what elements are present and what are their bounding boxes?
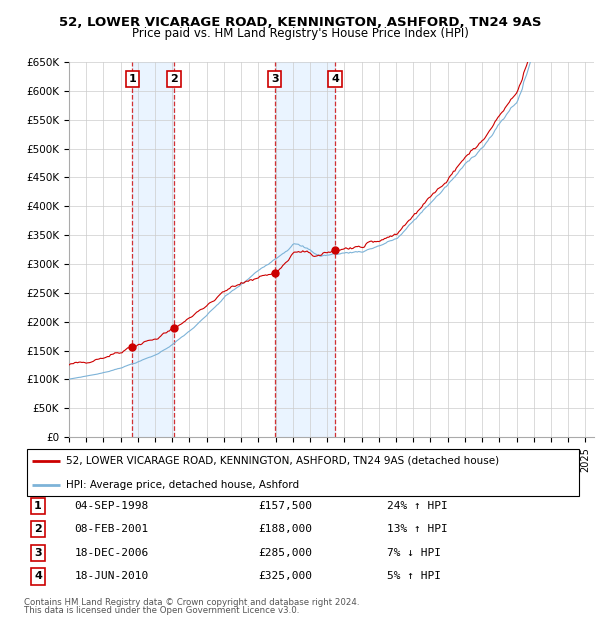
Text: 52, LOWER VICARAGE ROAD, KENNINGTON, ASHFORD, TN24 9AS: 52, LOWER VICARAGE ROAD, KENNINGTON, ASH… — [59, 16, 541, 29]
Text: 08-FEB-2001: 08-FEB-2001 — [74, 525, 148, 534]
Text: £157,500: £157,500 — [259, 501, 313, 511]
Text: Contains HM Land Registry data © Crown copyright and database right 2024.: Contains HM Land Registry data © Crown c… — [24, 598, 359, 607]
Text: 7% ↓ HPI: 7% ↓ HPI — [387, 548, 440, 558]
Bar — [132, 62, 174, 437]
Text: 04-SEP-1998: 04-SEP-1998 — [74, 501, 148, 511]
Text: 4: 4 — [34, 572, 42, 582]
Text: 3: 3 — [271, 74, 278, 84]
Text: £285,000: £285,000 — [259, 548, 313, 558]
Text: £325,000: £325,000 — [259, 572, 313, 582]
Text: £188,000: £188,000 — [259, 525, 313, 534]
Text: 18-DEC-2006: 18-DEC-2006 — [74, 548, 148, 558]
Text: HPI: Average price, detached house, Ashford: HPI: Average price, detached house, Ashf… — [66, 480, 299, 490]
Text: 1: 1 — [34, 501, 42, 511]
Text: 24% ↑ HPI: 24% ↑ HPI — [387, 501, 448, 511]
Text: 3: 3 — [34, 548, 42, 558]
Text: 2: 2 — [170, 74, 178, 84]
Text: This data is licensed under the Open Government Licence v3.0.: This data is licensed under the Open Gov… — [24, 606, 299, 616]
Text: 52, LOWER VICARAGE ROAD, KENNINGTON, ASHFORD, TN24 9AS (detached house): 52, LOWER VICARAGE ROAD, KENNINGTON, ASH… — [66, 456, 499, 466]
Bar — [275, 62, 335, 437]
Text: 1: 1 — [128, 74, 136, 84]
Text: Price paid vs. HM Land Registry's House Price Index (HPI): Price paid vs. HM Land Registry's House … — [131, 27, 469, 40]
Text: 4: 4 — [331, 74, 339, 84]
Text: 18-JUN-2010: 18-JUN-2010 — [74, 572, 148, 582]
Text: 13% ↑ HPI: 13% ↑ HPI — [387, 525, 448, 534]
Text: 2: 2 — [34, 525, 42, 534]
Text: 5% ↑ HPI: 5% ↑ HPI — [387, 572, 440, 582]
FancyBboxPatch shape — [27, 449, 579, 497]
